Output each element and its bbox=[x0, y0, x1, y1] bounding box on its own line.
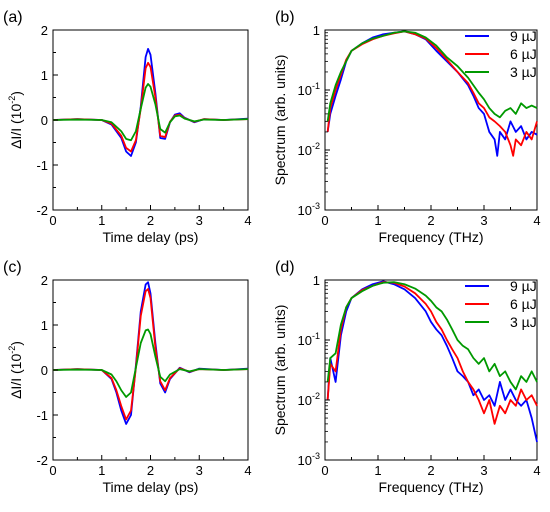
x-tick-label: 1 bbox=[98, 213, 105, 228]
y-tick-label: -2 bbox=[36, 453, 48, 468]
y-axis-label: Spectrum (arb. units) bbox=[272, 55, 288, 186]
legend-label: 6 µJ bbox=[510, 46, 537, 62]
series-line-3uJ bbox=[52, 83, 249, 142]
series-line-3uJ bbox=[326, 30, 538, 122]
y-tick-label: 10-1 bbox=[298, 81, 320, 98]
y-tick-label: 0 bbox=[41, 113, 48, 128]
x-tick-label: 0 bbox=[49, 213, 56, 228]
x-tick-label: 4 bbox=[533, 213, 540, 228]
x-tick-label: 2 bbox=[427, 463, 434, 478]
x-tick-label: 3 bbox=[480, 463, 487, 478]
y-tick-label: 1 bbox=[41, 318, 48, 333]
x-tick-label: 2 bbox=[147, 463, 154, 478]
y-tick-label: 2 bbox=[41, 23, 48, 38]
y-axis-label: Spectrum (arb. units) bbox=[272, 305, 288, 436]
x-tick-label: 4 bbox=[244, 463, 251, 478]
y-tick-label: 1 bbox=[313, 23, 320, 38]
x-tick-label: 1 bbox=[374, 213, 381, 228]
x-tick-label: 3 bbox=[196, 463, 203, 478]
y-tick-label: 10-3 bbox=[298, 451, 320, 468]
x-tick-label: 2 bbox=[427, 213, 434, 228]
y-tick-label: 10-2 bbox=[298, 391, 320, 408]
y-axis-label: ΔI/I (10-2) bbox=[7, 341, 24, 399]
x-tick-label: 3 bbox=[196, 213, 203, 228]
x-tick-label: 4 bbox=[533, 463, 540, 478]
series-line-6uJ bbox=[52, 61, 249, 153]
y-tick-label: 1 bbox=[313, 273, 320, 288]
y-tick-label: 10-1 bbox=[298, 331, 320, 348]
panel-label: (b) bbox=[275, 9, 295, 26]
y-tick-label: -1 bbox=[36, 408, 48, 423]
y-tick-label: 10-2 bbox=[298, 141, 320, 158]
legend-label: 9 µJ bbox=[510, 28, 537, 44]
x-tick-label: 0 bbox=[321, 213, 328, 228]
x-tick-label: 0 bbox=[49, 463, 56, 478]
x-tick-label: 1 bbox=[374, 463, 381, 478]
y-axis-label: ΔI/I (10-2) bbox=[7, 91, 24, 149]
legend: 9 µJ 6 µJ 3 µJ bbox=[465, 278, 537, 330]
x-axis-label: Frequency (THz) bbox=[378, 479, 483, 495]
panel-label: (d) bbox=[275, 259, 295, 276]
x-axis-label: Time delay (ps) bbox=[103, 229, 199, 245]
y-tick-label: 10-3 bbox=[298, 201, 320, 218]
series-line-3uJ bbox=[52, 328, 249, 398]
series-line-9uJ bbox=[326, 280, 538, 443]
series-line-6uJ bbox=[52, 288, 249, 421]
x-tick-label: 3 bbox=[480, 213, 487, 228]
x-tick-label: 4 bbox=[244, 213, 251, 228]
y-tick-label: -1 bbox=[36, 158, 48, 173]
plot-frame bbox=[324, 279, 538, 461]
x-tick-label: 2 bbox=[147, 213, 154, 228]
series-line-9uJ bbox=[52, 48, 249, 157]
y-tick-label: 0 bbox=[41, 363, 48, 378]
x-axis-label: Frequency (THz) bbox=[378, 229, 483, 245]
panel-label: (c) bbox=[3, 259, 22, 276]
y-tick-label: 2 bbox=[41, 273, 48, 288]
x-tick-label: 1 bbox=[98, 463, 105, 478]
plot-frame bbox=[324, 29, 538, 211]
y-tick-label: -2 bbox=[36, 203, 48, 218]
panel-label: (a) bbox=[3, 9, 23, 26]
legend-label: 3 µJ bbox=[510, 314, 537, 330]
legend: 9 µJ 6 µJ 3 µJ bbox=[465, 28, 537, 80]
series-line-9uJ bbox=[326, 30, 538, 157]
x-axis-label: Time delay (ps) bbox=[103, 479, 199, 495]
legend-label: 9 µJ bbox=[510, 278, 537, 294]
x-tick-label: 0 bbox=[321, 463, 328, 478]
y-tick-label: 1 bbox=[41, 68, 48, 83]
legend-label: 6 µJ bbox=[510, 296, 537, 312]
series-line-3uJ bbox=[326, 281, 538, 391]
legend-label: 3 µJ bbox=[510, 64, 537, 80]
